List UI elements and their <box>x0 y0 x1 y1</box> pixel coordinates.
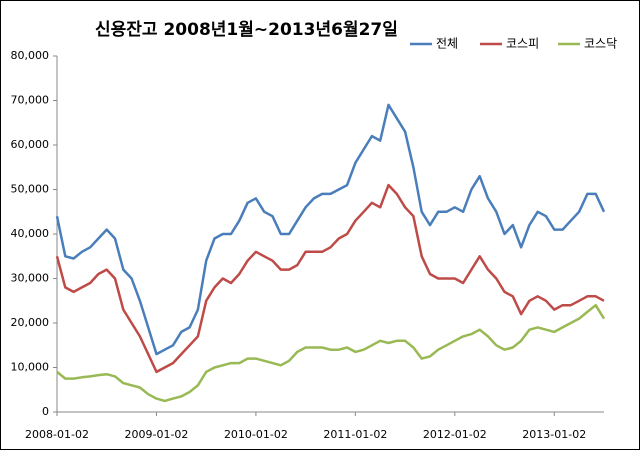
legend-label: 코스닥 <box>584 37 617 51</box>
legend-label: 전체 <box>436 37 458 51</box>
y-tick-label: 30,000 <box>11 272 50 285</box>
y-tick-label: 70,000 <box>11 94 50 107</box>
y-tick-label: 50,000 <box>11 183 50 196</box>
y-tick-label: 80,000 <box>11 49 50 62</box>
series-line <box>55 183 605 374</box>
series-line <box>56 303 606 403</box>
y-tick-label: 20,000 <box>11 316 50 329</box>
y-tick-label: 60,000 <box>11 138 50 151</box>
series-line <box>55 103 606 356</box>
x-tick-label: 2011-01-02 <box>323 428 387 441</box>
x-tick-label: 2008-01-02 <box>25 428 89 441</box>
y-tick-label: 10,000 <box>11 361 50 374</box>
x-tick-label: 2009-01-02 <box>124 428 188 441</box>
y-tick-label: 0 <box>42 405 49 418</box>
legend-label: 코스피 <box>506 37 539 51</box>
x-tick-label: 2010-01-02 <box>224 428 288 441</box>
chart-title: 신용잔고 2008년1월~2013년6월27일 <box>95 20 398 40</box>
y-tick-label: 40,000 <box>11 227 50 240</box>
x-tick-label: 2013-01-02 <box>522 428 586 441</box>
x-tick-label: 2012-01-02 <box>423 428 487 441</box>
